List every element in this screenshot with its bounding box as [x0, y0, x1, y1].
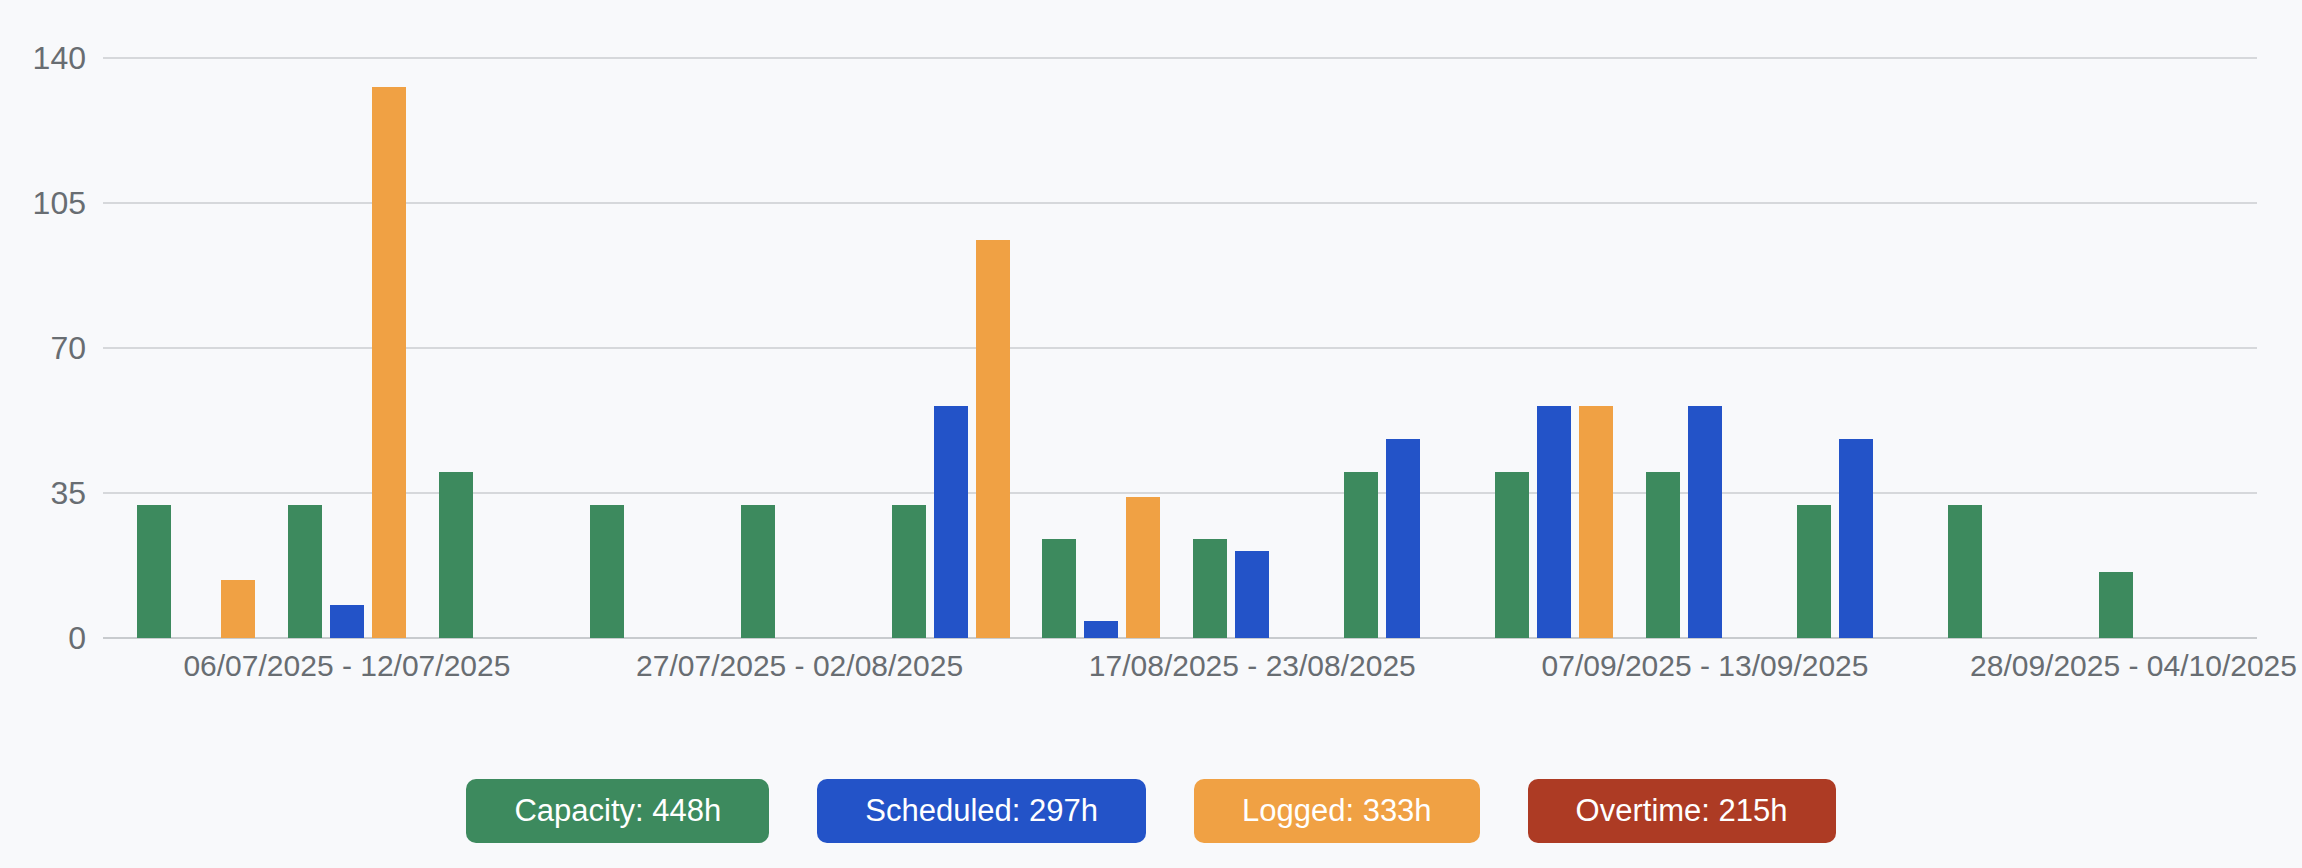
bar-capacity[interactable]: [2099, 572, 2133, 638]
legend-badge-scheduled-label: Scheduled: 297h: [865, 793, 1098, 829]
bar-capacity[interactable]: [1193, 539, 1227, 638]
legend-badge-overtime[interactable]: Overtime: 215h: [1528, 779, 1836, 843]
gridline: [103, 57, 2257, 59]
bar-scheduled[interactable]: [330, 605, 364, 638]
legend-badge-logged[interactable]: Logged: 333h: [1194, 779, 1480, 843]
bar-capacity[interactable]: [1042, 539, 1076, 638]
legend-badge-capacity-label: Capacity: 448h: [514, 793, 721, 829]
y-axis-tick-label: 70: [0, 332, 86, 364]
bar-capacity[interactable]: [137, 505, 171, 638]
bar-logged[interactable]: [372, 87, 406, 638]
chart-legend: Capacity: 448h Scheduled: 297h Logged: 3…: [0, 779, 2302, 843]
bar-logged[interactable]: [1126, 497, 1160, 638]
gridline: [103, 492, 2257, 494]
bar-capacity[interactable]: [892, 505, 926, 638]
bar-capacity[interactable]: [1797, 505, 1831, 638]
x-axis-tick-label: 07/09/2025 - 13/09/2025: [1542, 649, 1869, 683]
legend-badge-logged-label: Logged: 333h: [1242, 793, 1432, 829]
bar-logged[interactable]: [221, 580, 255, 638]
workload-bar-chart: 0 35 70 105 140 06/07/2025 - 12/07/2025 27/07/…: [0, 0, 2302, 868]
bar-logged[interactable]: [1579, 406, 1613, 638]
bar-capacity[interactable]: [741, 505, 775, 638]
bar-scheduled[interactable]: [1084, 621, 1118, 638]
gridline: [103, 202, 2257, 204]
x-axis-tick-label: 28/09/2025 - 04/10/2025: [1970, 649, 2297, 683]
bar-logged[interactable]: [976, 240, 1010, 638]
bar-scheduled[interactable]: [1839, 439, 1873, 638]
x-axis-tick-label: 06/07/2025 - 12/07/2025: [183, 649, 510, 683]
bar-capacity[interactable]: [1495, 472, 1529, 638]
bar-capacity[interactable]: [439, 472, 473, 638]
bar-scheduled[interactable]: [1688, 406, 1722, 638]
gridline: [103, 347, 2257, 349]
bar-capacity[interactable]: [1948, 505, 1982, 638]
bar-capacity[interactable]: [288, 505, 322, 638]
x-axis-tick-label: 17/08/2025 - 23/08/2025: [1089, 649, 1416, 683]
y-axis-tick-label: 0: [0, 622, 86, 654]
bar-capacity[interactable]: [1646, 472, 1680, 638]
legend-badge-scheduled[interactable]: Scheduled: 297h: [817, 779, 1146, 843]
bar-scheduled[interactable]: [934, 406, 968, 638]
legend-badge-capacity[interactable]: Capacity: 448h: [466, 779, 769, 843]
y-axis-tick-label: 35: [0, 477, 86, 509]
x-axis-line: [103, 637, 2257, 639]
plot-area: 0 35 70 105 140 06/07/2025 - 12/07/2025 27/07/…: [0, 0, 2302, 868]
bar-scheduled[interactable]: [1537, 406, 1571, 638]
bar-capacity[interactable]: [590, 505, 624, 638]
y-axis-tick-label: 140: [0, 42, 86, 74]
y-axis-tick-label: 105: [0, 187, 86, 219]
bar-scheduled[interactable]: [1235, 551, 1269, 638]
legend-badge-overtime-label: Overtime: 215h: [1576, 793, 1788, 829]
bar-scheduled[interactable]: [1386, 439, 1420, 638]
bar-capacity[interactable]: [1344, 472, 1378, 638]
x-axis-tick-label: 27/07/2025 - 02/08/2025: [636, 649, 963, 683]
